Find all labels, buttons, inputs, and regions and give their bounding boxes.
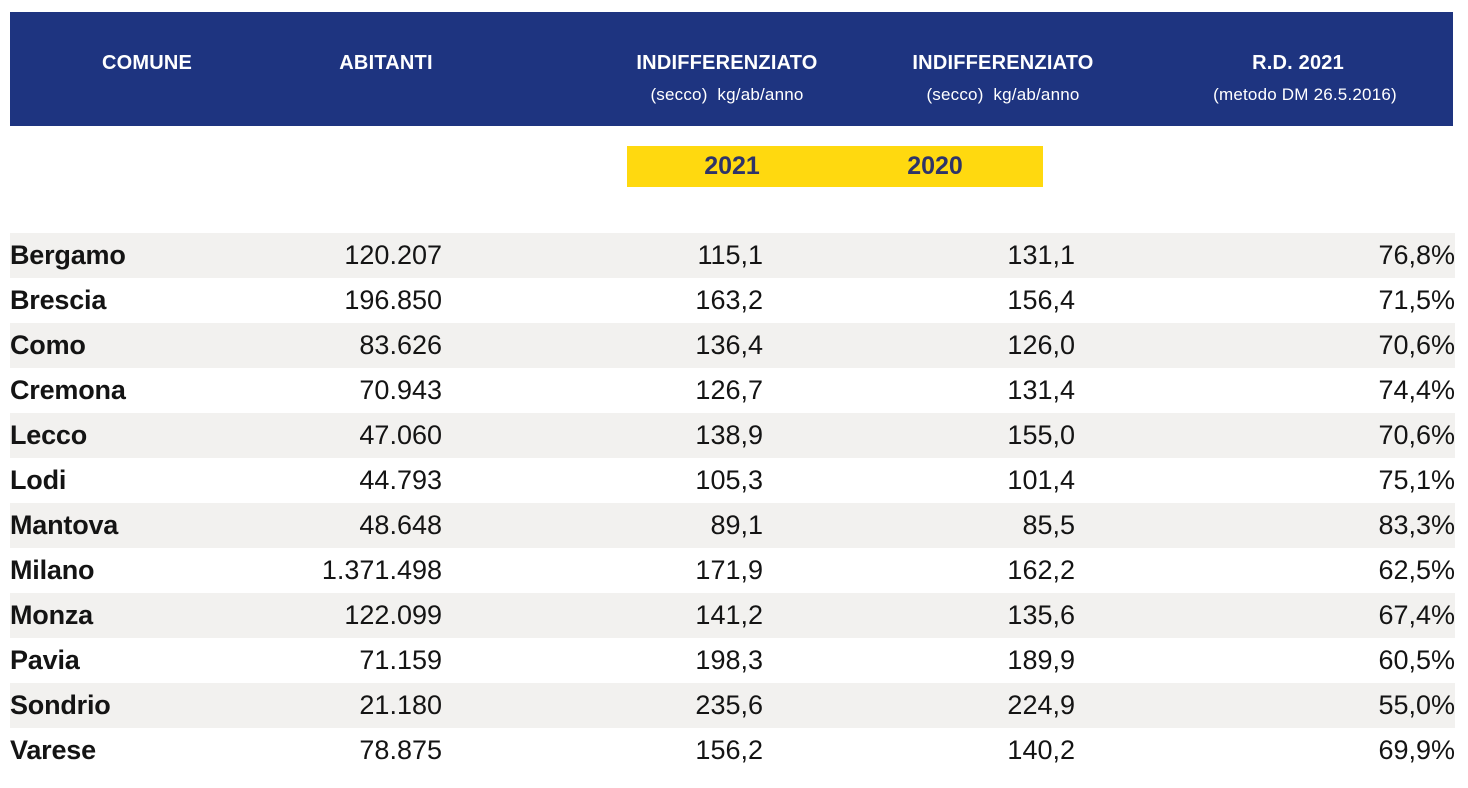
cell-rd-2021: 75,1% [1378, 465, 1455, 495]
cell-abitanti: 122.099 [344, 600, 442, 630]
cell-indifferenziato-2020: 224,9 [1007, 690, 1075, 720]
column-header-abitanti: ABITANTI [339, 52, 433, 74]
cell-rd-2021: 74,4% [1378, 375, 1455, 405]
cell-comune: Brescia [10, 285, 107, 315]
table-row: Varese 78.875 156,2 140,2 69,9% [10, 728, 1455, 773]
cell-indifferenziato-2020: 85,5 [1022, 510, 1075, 540]
table-header: COMUNE ABITANTI INDIFFERENZIATO (secco) … [10, 12, 1453, 126]
table-row: Bergamo 120.207 115,1 131,1 76,8% [10, 233, 1455, 278]
year-band: 2021 2020 [627, 146, 1043, 187]
cell-rd-2021: 70,6% [1378, 420, 1455, 450]
table-body: Bergamo 120.207 115,1 131,1 76,8% Bresci… [10, 233, 1455, 773]
table-row: Pavia 71.159 198,3 189,9 60,5% [10, 638, 1455, 683]
cell-indifferenziato-2021: 156,2 [695, 735, 763, 765]
cell-comune: Lecco [10, 420, 88, 450]
cell-abitanti: 78.875 [359, 735, 442, 765]
column-header-indifferenziato-2020: INDIFFERENZIATO [912, 52, 1094, 74]
table-row: Brescia 196.850 163,2 156,4 71,5% [10, 278, 1455, 323]
cell-indifferenziato-2021: 235,6 [695, 690, 763, 720]
cell-indifferenziato-2021: 115,1 [697, 240, 763, 270]
table-row: Monza 122.099 141,2 135,6 67,4% [10, 593, 1455, 638]
column-header-indifferenziato-2021: INDIFFERENZIATO [636, 52, 818, 74]
table-row: Cremona 70.943 126,7 131,4 74,4% [10, 368, 1455, 413]
cell-comune: Milano [10, 555, 95, 585]
cell-indifferenziato-2020: 101,4 [1007, 465, 1075, 495]
cell-rd-2021: 71,5% [1378, 285, 1455, 315]
cell-abitanti: 71.159 [359, 645, 442, 675]
cell-abitanti: 70.943 [359, 375, 442, 405]
cell-rd-2021: 67,4% [1378, 600, 1455, 630]
cell-abitanti: 48.648 [359, 510, 442, 540]
cell-comune: Sondrio [10, 690, 111, 720]
cell-indifferenziato-2020: 131,1 [1007, 240, 1075, 270]
cell-indifferenziato-2021: 89,1 [710, 510, 763, 540]
cell-rd-2021: 83,3% [1378, 510, 1455, 540]
cell-indifferenziato-2021: 141,2 [695, 600, 763, 630]
table-row: Mantova 48.648 89,1 85,5 83,3% [10, 503, 1455, 548]
cell-comune: Lodi [10, 465, 67, 495]
cell-rd-2021: 76,8% [1378, 240, 1455, 270]
cell-rd-2021: 60,5% [1378, 645, 1455, 675]
cell-abitanti: 1.371.498 [321, 555, 442, 585]
cell-rd-2021: 55,0% [1378, 690, 1455, 720]
cell-comune: Mantova [10, 510, 119, 540]
cell-comune: Monza [10, 600, 93, 630]
cell-indifferenziato-2021: 163,2 [695, 285, 763, 315]
cell-indifferenziato-2020: 131,4 [1007, 375, 1075, 405]
cell-indifferenziato-2021: 198,3 [695, 645, 763, 675]
table-row: Sondrio 21.180 235,6 224,9 55,0% [10, 683, 1455, 728]
cell-comune: Bergamo [10, 240, 126, 270]
cell-indifferenziato-2020: 162,2 [1007, 555, 1075, 585]
cell-comune: Pavia [10, 645, 80, 675]
cell-indifferenziato-2020: 189,9 [1007, 645, 1075, 675]
table-row: Milano 1.371.498 171,9 162,2 62,5% [10, 548, 1455, 593]
cell-abitanti: 44.793 [359, 465, 442, 495]
cell-indifferenziato-2020: 140,2 [1007, 735, 1075, 765]
column-subheader-unit-2020: (secco) kg/ab/anno [926, 85, 1080, 104]
data-table: Bergamo 120.207 115,1 131,1 76,8% Bresci… [10, 233, 1455, 773]
cell-comune: Como [10, 330, 86, 360]
cell-comune: Cremona [10, 375, 126, 405]
cell-indifferenziato-2021: 171,9 [695, 555, 763, 585]
column-header-rd-2021: R.D. 2021 [1252, 52, 1344, 74]
cell-abitanti: 21.180 [359, 690, 442, 720]
cell-indifferenziato-2020: 126,0 [1007, 330, 1075, 360]
cell-abitanti: 196.850 [344, 285, 442, 315]
table-row: Lecco 47.060 138,9 155,0 70,6% [10, 413, 1455, 458]
column-header-comune: COMUNE [101, 52, 193, 74]
cell-indifferenziato-2021: 126,7 [695, 375, 763, 405]
column-subheader-rd-method: (metodo DM 26.5.2016) [1213, 85, 1397, 104]
cell-rd-2021: 70,6% [1378, 330, 1455, 360]
cell-indifferenziato-2021: 105,3 [695, 465, 763, 495]
cell-indifferenziato-2020: 135,6 [1007, 600, 1075, 630]
cell-rd-2021: 69,9% [1378, 735, 1455, 765]
cell-rd-2021: 62,5% [1378, 555, 1455, 585]
table-row: Lodi 44.793 105,3 101,4 75,1% [10, 458, 1455, 503]
year-label-2021: 2021 [704, 152, 760, 180]
column-subheader-unit-2021: (secco) kg/ab/anno [650, 85, 804, 104]
cell-indifferenziato-2021: 138,9 [695, 420, 763, 450]
cell-indifferenziato-2021: 136,4 [695, 330, 763, 360]
cell-indifferenziato-2020: 156,4 [1007, 285, 1075, 315]
cell-abitanti: 120.207 [344, 240, 442, 270]
table-row: Como 83.626 136,4 126,0 70,6% [10, 323, 1455, 368]
cell-indifferenziato-2020: 155,0 [1007, 420, 1075, 450]
year-label-2020: 2020 [907, 152, 963, 180]
cell-comune: Varese [10, 735, 96, 765]
cell-abitanti: 83.626 [359, 330, 442, 360]
cell-abitanti: 47.060 [359, 420, 442, 450]
